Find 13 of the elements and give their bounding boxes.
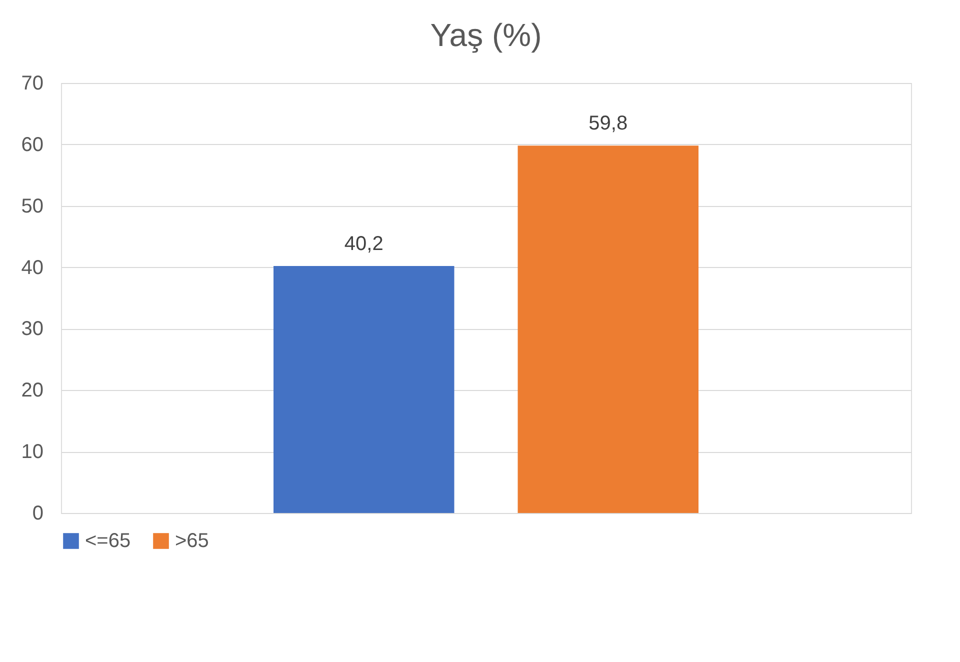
y-tick-label: 40 xyxy=(21,256,44,279)
y-tick-label: 60 xyxy=(21,134,44,156)
y-tick-label: 70 xyxy=(21,72,44,94)
data-label: 40,2 xyxy=(344,233,384,256)
legend-label: <=65 xyxy=(85,530,131,552)
y-tick-label: 50 xyxy=(21,195,44,218)
chart-title: Yaş (%) xyxy=(430,17,542,53)
y-tick-label: 10 xyxy=(21,441,44,464)
legend-label: >65 xyxy=(175,530,209,552)
data-label: 59,8 xyxy=(588,112,628,135)
y-tick-label: 30 xyxy=(21,318,44,340)
y-tick-label: 20 xyxy=(21,380,44,402)
y-tick-label: 0 xyxy=(32,502,44,524)
